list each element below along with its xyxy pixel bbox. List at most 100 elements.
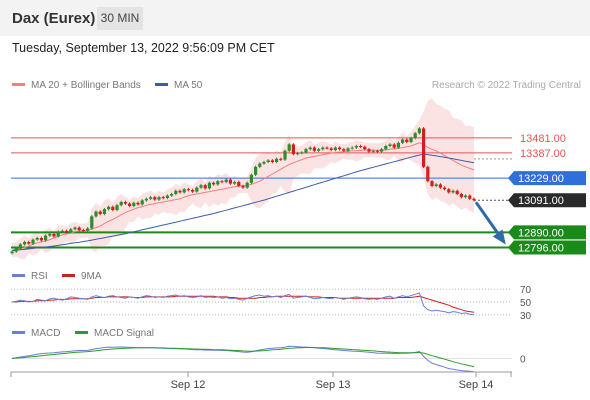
candle-body (233, 182, 237, 184)
candle-body (296, 153, 300, 155)
candle-body (443, 187, 447, 190)
candle-body (144, 198, 148, 201)
candle-body (350, 147, 354, 149)
candle-body (65, 230, 69, 233)
candle-body (321, 147, 325, 150)
ma20-label: MA 20 + Bollinger Bands (31, 80, 141, 91)
candle-body (354, 146, 358, 148)
candle-body (111, 206, 115, 210)
level-label-text: 12890.00 (518, 227, 564, 239)
x-tick-label: Sep 14 (459, 379, 494, 391)
macd-line (11, 345, 475, 373)
ma50-line (11, 153, 475, 252)
candle-body (422, 128, 426, 167)
candle-body (212, 182, 216, 185)
legend-macd: MACD (12, 328, 60, 339)
candle-body (14, 248, 18, 252)
candle-body (10, 251, 14, 254)
candle-body (123, 202, 127, 204)
legend-ma50: MA 50 (155, 80, 202, 91)
candle-body (417, 128, 421, 134)
candle-body (375, 150, 379, 152)
candle-body (455, 190, 459, 194)
candle-body (81, 230, 85, 231)
candle-body (191, 190, 195, 192)
candle-body (224, 179, 228, 182)
candle-body (308, 147, 312, 150)
candle-body (136, 202, 140, 205)
candle-body (207, 182, 211, 189)
level-label-text: 13229.00 (518, 173, 564, 185)
candle-body (39, 238, 43, 241)
macd-tick-label: 0 (520, 354, 526, 365)
candle-body (220, 181, 224, 183)
candle-body (165, 195, 169, 198)
candle-body (363, 146, 367, 150)
candle-body (392, 144, 396, 148)
candle-body (447, 189, 451, 193)
candle-body (94, 211, 98, 217)
forecast-arrow-head (492, 229, 506, 245)
candle-body (249, 174, 253, 183)
candle-body (430, 181, 434, 186)
candle-body (317, 149, 321, 151)
rsi-ma-swatch (62, 273, 75, 277)
rsi-swatch (12, 273, 25, 277)
candle-body (409, 138, 413, 142)
candle-body (300, 152, 304, 154)
candle-body (102, 209, 106, 214)
candle-body (468, 195, 472, 199)
candle-body (128, 203, 132, 206)
candle-body (342, 149, 346, 151)
candle-body (56, 231, 60, 237)
level-label: 12890.00 (508, 225, 586, 240)
interval-selector[interactable]: 30 MIN (97, 7, 143, 30)
level-label: 13387.00 (520, 148, 566, 160)
candle-body (195, 187, 199, 192)
candle-body (333, 147, 337, 150)
legend-rsi-ma: 9MA (62, 271, 102, 282)
candle-body (438, 184, 442, 188)
ma20-swatch (12, 82, 25, 86)
candle-body (52, 234, 56, 237)
candle-body (304, 149, 308, 153)
candle-body (199, 185, 203, 188)
candle-body (60, 230, 64, 232)
candle-body (48, 234, 52, 236)
candle-body (291, 144, 295, 154)
macd-signal-label: MACD Signal (94, 328, 155, 339)
candle-body (149, 197, 153, 199)
candle-body (237, 182, 241, 186)
candle-body (140, 200, 144, 205)
credit-text: Research © 2022 Trading Central (431, 80, 581, 91)
candle-body (90, 216, 94, 229)
candle-body (371, 150, 375, 152)
rsi-label: RSI (31, 271, 48, 282)
candle-body (228, 179, 232, 184)
candle-body (384, 146, 388, 150)
candle-body (245, 182, 249, 188)
candle-body (401, 139, 405, 143)
candle-body (178, 190, 182, 193)
candle-body (35, 238, 39, 240)
candle-body (312, 147, 316, 151)
macd-signal-swatch (75, 330, 88, 334)
candle-body (338, 147, 342, 150)
level-label: 12796.00 (508, 240, 586, 255)
candle-body (98, 211, 102, 214)
candle-body (182, 189, 186, 193)
level-label-text: 13387.00 (520, 148, 566, 160)
level-label: 13091.00 (508, 193, 586, 208)
timestamp: Tuesday, September 13, 2022 9:56:09 PM C… (12, 41, 275, 55)
candle-body (23, 242, 27, 245)
candle-body (254, 166, 258, 175)
candle-body (69, 229, 73, 233)
candle-body (396, 142, 400, 148)
level-label-text: 13481.00 (520, 133, 566, 145)
level-label-tag (508, 240, 586, 255)
legend-ma20: MA 20 + Bollinger Bands (12, 80, 141, 91)
level-label-tag (508, 171, 586, 186)
candle-body (359, 146, 363, 147)
candle-body (216, 181, 220, 185)
candle-body (153, 197, 157, 200)
